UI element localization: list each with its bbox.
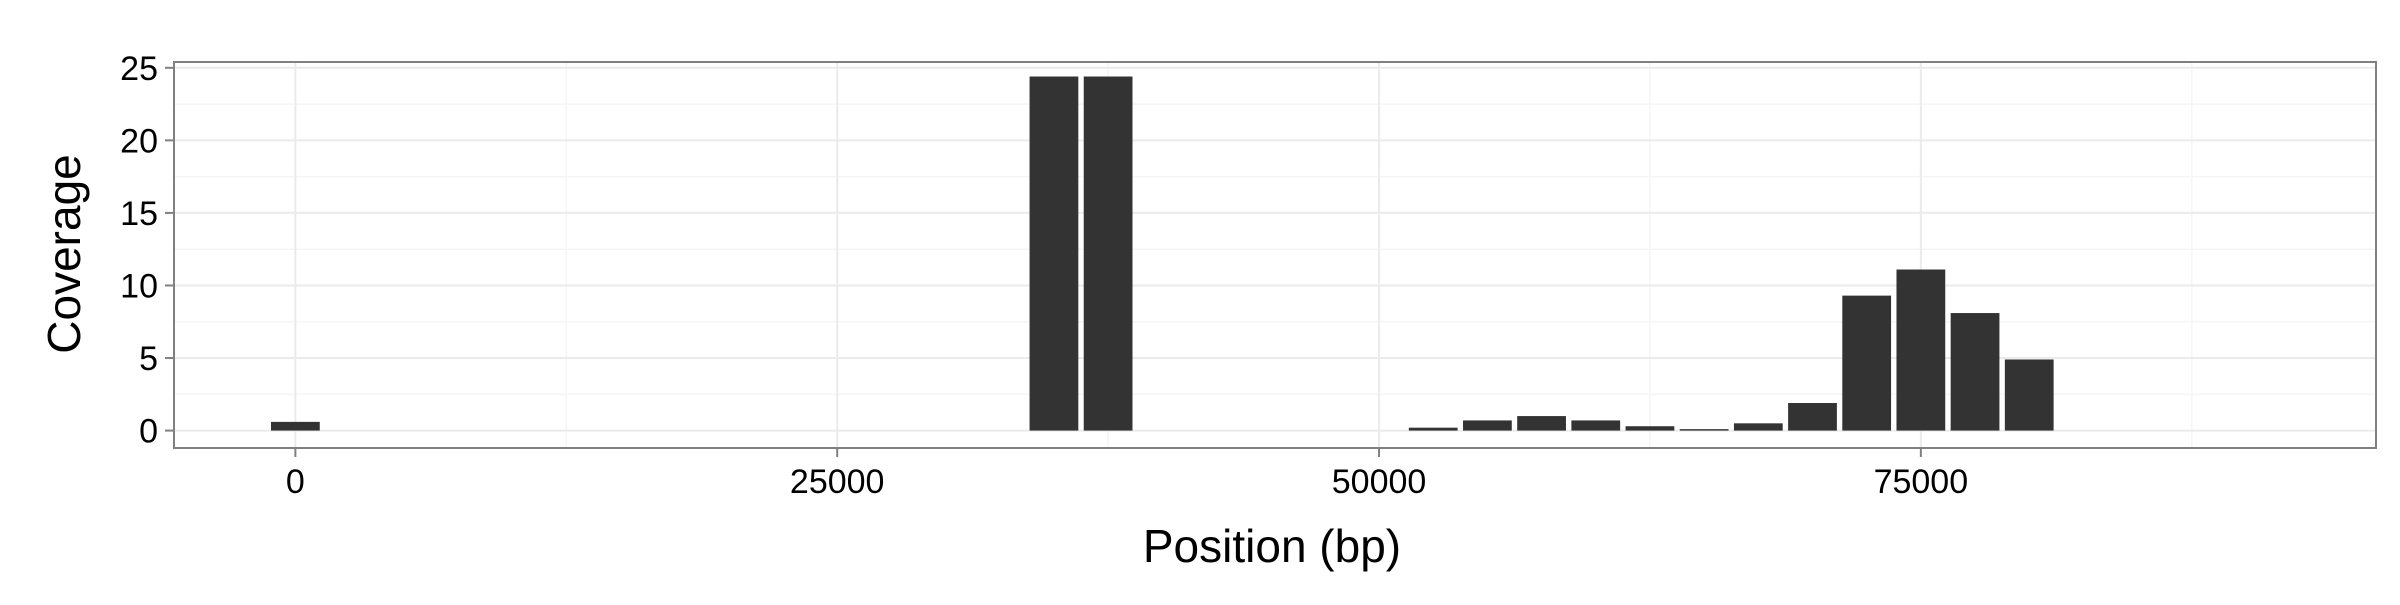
- bar-52500: [1408, 427, 1458, 431]
- grid-lines: [174, 62, 2376, 448]
- bar-57500: [1517, 416, 1566, 431]
- bar-72500: [1842, 295, 1892, 431]
- x-tick-label: 50000: [1332, 463, 1427, 501]
- bar-55000: [1463, 420, 1512, 431]
- bar-0: [270, 421, 320, 431]
- bar-37500: [1083, 76, 1133, 431]
- y-axis-title: Coverage: [38, 154, 90, 353]
- bar-67500: [1733, 423, 1783, 431]
- plot-panel-border: [173, 61, 2377, 449]
- bar-62500: [1625, 426, 1675, 431]
- axes: 0 5 10 15 20 25 0 25000 50000 75000: [120, 50, 1968, 501]
- y-tick-label: 20: [120, 122, 158, 160]
- x-axis-title: Position (bp): [1143, 520, 1401, 572]
- bar-65000: [1679, 429, 1729, 431]
- bar-35000: [1029, 76, 1079, 431]
- x-tick-label: 75000: [1874, 463, 1969, 501]
- bar-77500: [1950, 313, 2000, 431]
- bar-80000: [2004, 359, 2054, 431]
- bars: [270, 76, 2054, 431]
- y-tick-label: 0: [139, 413, 158, 451]
- y-tick-label: 10: [120, 267, 158, 305]
- bar-75000: [1896, 269, 1946, 431]
- x-tick-label: 25000: [790, 463, 885, 501]
- x-tick-label: 0: [286, 463, 305, 501]
- y-tick-label: 5: [139, 340, 158, 378]
- y-tick-label: 15: [120, 195, 158, 233]
- bar-60000: [1571, 420, 1621, 431]
- bar-70000: [1788, 403, 1837, 431]
- y-tick-label: 25: [120, 50, 158, 88]
